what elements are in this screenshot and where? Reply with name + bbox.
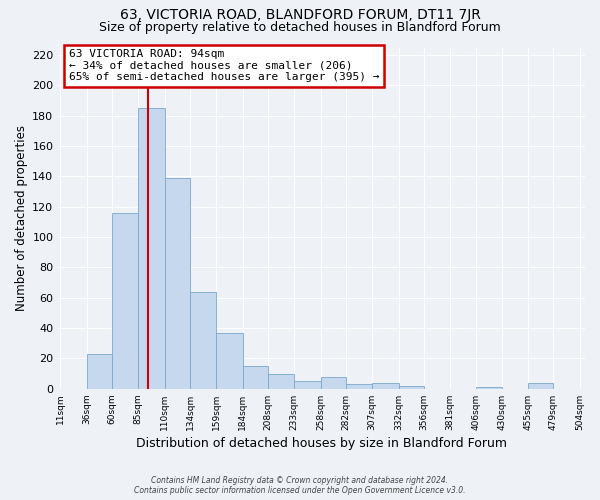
Bar [164, 178, 190, 389]
X-axis label: Distribution of detached houses by size in Blandford Forum: Distribution of detached houses by size … [136, 437, 507, 450]
Bar [346, 384, 372, 389]
Bar [139, 108, 164, 389]
Bar [87, 354, 112, 389]
Y-axis label: Number of detached properties: Number of detached properties [15, 125, 28, 311]
Bar [320, 376, 346, 389]
Bar [372, 383, 398, 389]
Bar [268, 374, 294, 389]
Bar [242, 366, 268, 389]
Text: 63, VICTORIA ROAD, BLANDFORD FORUM, DT11 7JR: 63, VICTORIA ROAD, BLANDFORD FORUM, DT11… [119, 8, 481, 22]
Bar [398, 386, 424, 389]
Text: 63 VICTORIA ROAD: 94sqm
← 34% of detached houses are smaller (206)
65% of semi-d: 63 VICTORIA ROAD: 94sqm ← 34% of detache… [69, 49, 379, 82]
Bar [528, 383, 553, 389]
Text: Contains HM Land Registry data © Crown copyright and database right 2024.
Contai: Contains HM Land Registry data © Crown c… [134, 476, 466, 495]
Bar [294, 381, 320, 389]
Bar [112, 213, 139, 389]
Bar [476, 388, 502, 389]
Bar [190, 292, 216, 389]
Text: Size of property relative to detached houses in Blandford Forum: Size of property relative to detached ho… [99, 21, 501, 34]
Bar [216, 332, 242, 389]
